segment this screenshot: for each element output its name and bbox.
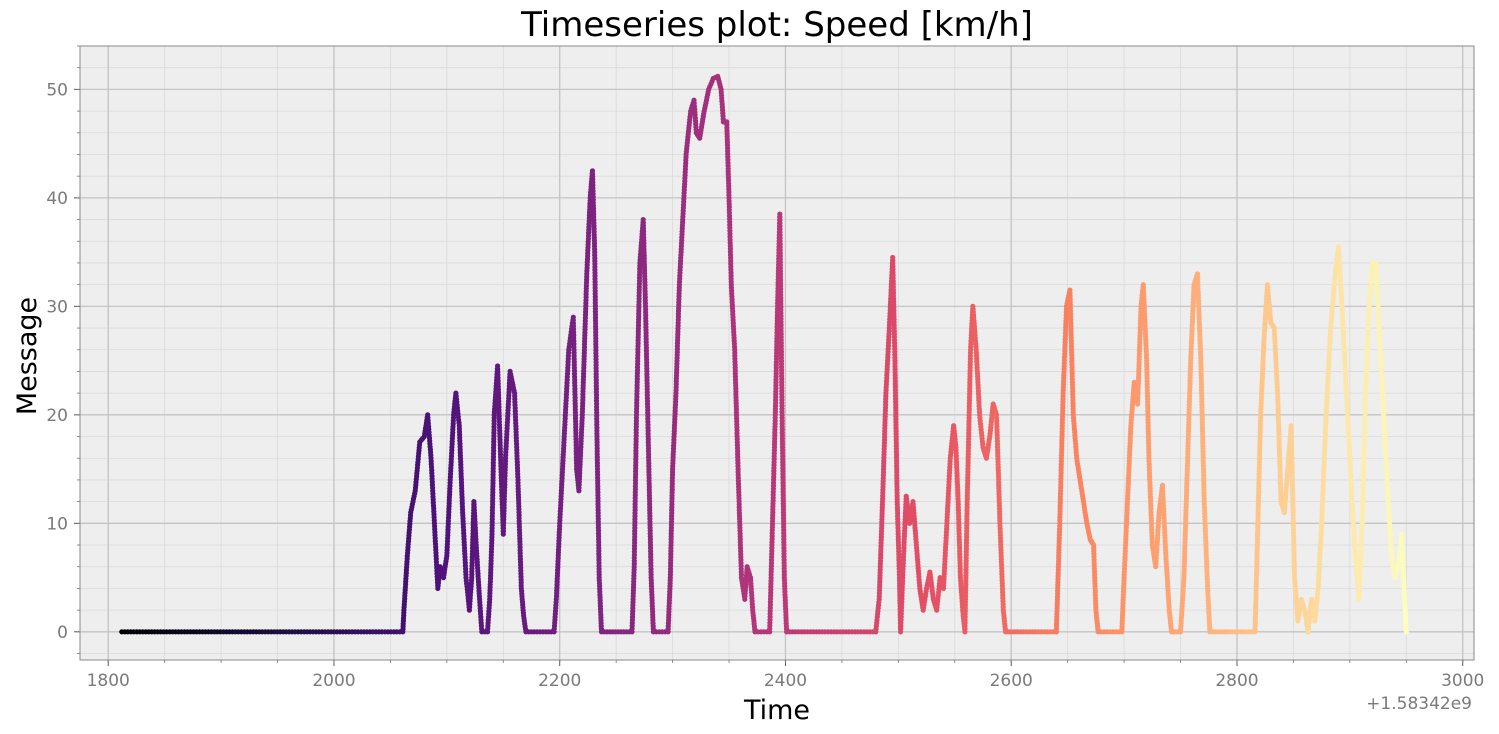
y-axis-ticks: 0 10 20 30 40 50 — [46, 45, 80, 654]
x-offset-label: +1.58342e9 — [1366, 694, 1472, 714]
x-tick-label: 2600 — [990, 671, 1033, 691]
y-tick-label: 10 — [46, 514, 68, 534]
y-tick-label: 30 — [46, 297, 68, 317]
x-tick-label: 2000 — [312, 671, 355, 691]
y-tick-label: 20 — [46, 406, 68, 426]
data-point — [1403, 629, 1409, 635]
x-tick-label: 3000 — [1441, 671, 1484, 691]
data-points — [119, 73, 1409, 635]
x-tick-label: 2200 — [538, 671, 581, 691]
x-axis-label: Time — [743, 695, 810, 726]
x-tick-label: 1800 — [87, 671, 130, 691]
y-tick-label: 40 — [46, 189, 68, 209]
y-tick-label: 50 — [46, 80, 68, 100]
x-axis-ticks: 1800 2000 2200 2400 2600 2800 3000 — [87, 660, 1484, 691]
y-axis-label: Message — [12, 297, 43, 415]
x-tick-label: 2400 — [764, 671, 807, 691]
chart-title: Timeseries plot: Speed [km/h] — [520, 5, 1033, 45]
y-tick-label: 0 — [57, 623, 68, 643]
x-tick-label: 2800 — [1215, 671, 1258, 691]
